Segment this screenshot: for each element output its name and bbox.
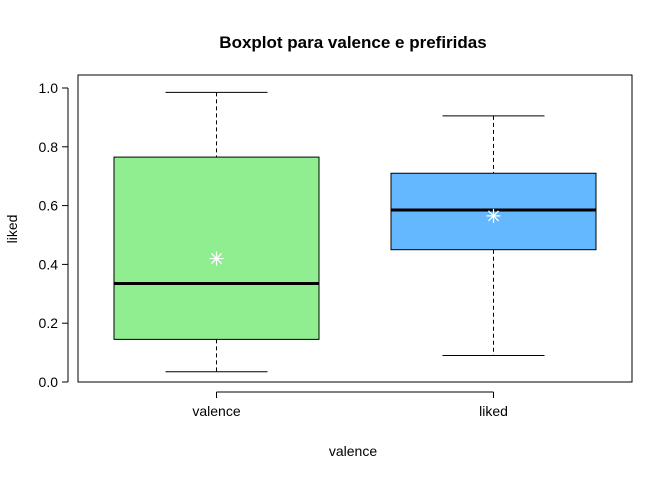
y-tick-label: 0.4 [39,256,59,272]
y-axis-label: liked [4,215,20,244]
y-tick-label: 0.8 [39,139,59,155]
mean-marker [486,208,501,223]
y-tick-label: 0.6 [39,198,59,214]
x-axis-label: valence [329,443,377,459]
plot-frame [77,74,633,383]
y-tick-label: 0.2 [39,315,59,331]
x-axis: valence liked [192,391,508,419]
box-liked [390,115,597,357]
y-tick-label: 1.0 [39,80,59,96]
box-valence [113,91,320,373]
iqr-box [113,156,320,340]
y-axis: 0.0 0.2 0.4 0.6 0.8 1.0 [39,80,69,390]
x-tick-label: valence [192,403,240,419]
y-tick-label: 0.0 [39,374,59,390]
chart-title: Boxplot para valence e prefiridas [219,33,486,52]
boxes-group [113,91,597,373]
mean-marker [209,251,224,266]
x-tick-label: liked [479,403,508,419]
